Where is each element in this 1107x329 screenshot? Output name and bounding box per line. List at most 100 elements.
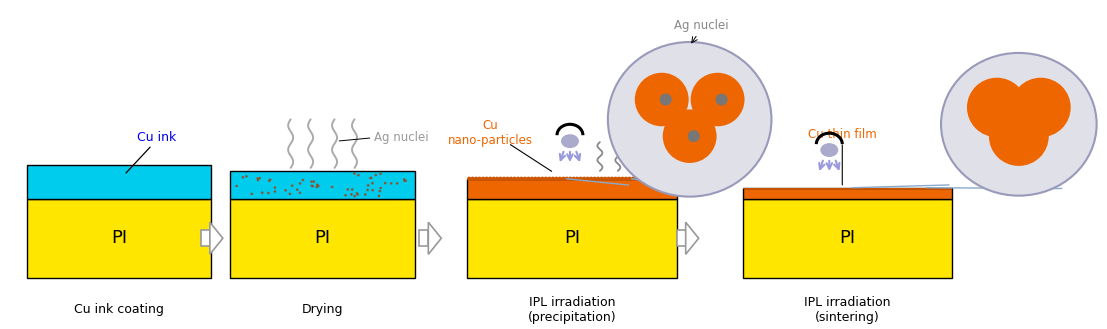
Circle shape bbox=[691, 73, 745, 126]
Text: Ag nuclei: Ag nuclei bbox=[674, 19, 728, 32]
Circle shape bbox=[634, 177, 639, 181]
Circle shape bbox=[596, 177, 600, 181]
Circle shape bbox=[241, 176, 245, 179]
Circle shape bbox=[613, 177, 618, 181]
Text: PI: PI bbox=[839, 229, 856, 247]
Circle shape bbox=[655, 177, 660, 181]
Circle shape bbox=[623, 177, 628, 181]
Circle shape bbox=[540, 177, 545, 181]
Circle shape bbox=[344, 194, 346, 196]
Circle shape bbox=[474, 177, 478, 181]
Circle shape bbox=[353, 172, 355, 175]
Bar bbox=[230, 171, 415, 199]
Circle shape bbox=[669, 177, 673, 181]
Circle shape bbox=[371, 189, 374, 191]
Circle shape bbox=[516, 177, 520, 181]
Text: Cu ink coating: Cu ink coating bbox=[74, 303, 164, 316]
Text: Ag nuclei: Ag nuclei bbox=[374, 131, 430, 144]
Circle shape bbox=[315, 184, 319, 186]
Circle shape bbox=[379, 190, 381, 192]
Circle shape bbox=[258, 177, 261, 179]
Ellipse shape bbox=[561, 134, 579, 148]
Polygon shape bbox=[210, 222, 223, 254]
Circle shape bbox=[353, 195, 355, 197]
Circle shape bbox=[289, 192, 291, 195]
Circle shape bbox=[659, 177, 663, 181]
Circle shape bbox=[565, 177, 569, 181]
Circle shape bbox=[331, 186, 333, 188]
Circle shape bbox=[358, 174, 360, 176]
Circle shape bbox=[485, 177, 489, 181]
Text: PI: PI bbox=[563, 229, 580, 247]
Circle shape bbox=[390, 182, 393, 185]
Circle shape bbox=[519, 177, 524, 181]
Circle shape bbox=[312, 180, 315, 183]
Circle shape bbox=[350, 193, 353, 196]
Circle shape bbox=[501, 177, 506, 181]
Circle shape bbox=[530, 177, 534, 181]
Text: Cu ink: Cu ink bbox=[137, 131, 177, 144]
Circle shape bbox=[296, 189, 299, 191]
Circle shape bbox=[586, 177, 590, 181]
Circle shape bbox=[603, 177, 608, 181]
Circle shape bbox=[579, 177, 583, 181]
Circle shape bbox=[301, 179, 304, 181]
Text: Drying: Drying bbox=[302, 303, 343, 316]
Circle shape bbox=[488, 177, 493, 181]
Circle shape bbox=[404, 179, 407, 182]
Circle shape bbox=[351, 188, 353, 191]
Bar bbox=[743, 188, 952, 189]
Bar bbox=[200, 230, 210, 246]
Polygon shape bbox=[685, 222, 699, 254]
Circle shape bbox=[250, 192, 254, 195]
Bar bbox=[743, 188, 952, 199]
Circle shape bbox=[558, 177, 562, 181]
Circle shape bbox=[273, 190, 277, 193]
Circle shape bbox=[617, 177, 621, 181]
Circle shape bbox=[652, 177, 656, 181]
Circle shape bbox=[284, 189, 287, 191]
Circle shape bbox=[371, 182, 374, 185]
Circle shape bbox=[989, 107, 1048, 166]
Circle shape bbox=[299, 182, 301, 185]
Circle shape bbox=[366, 189, 369, 191]
Circle shape bbox=[403, 180, 406, 182]
Circle shape bbox=[715, 93, 727, 106]
Circle shape bbox=[245, 175, 248, 178]
Circle shape bbox=[268, 180, 270, 182]
Ellipse shape bbox=[941, 53, 1097, 196]
Circle shape bbox=[492, 177, 496, 181]
Circle shape bbox=[311, 185, 314, 188]
Circle shape bbox=[291, 184, 293, 187]
Circle shape bbox=[641, 177, 645, 181]
Bar bbox=[27, 165, 211, 199]
Circle shape bbox=[257, 179, 259, 181]
Circle shape bbox=[599, 177, 603, 181]
Circle shape bbox=[356, 193, 359, 196]
Circle shape bbox=[369, 177, 372, 179]
Circle shape bbox=[547, 177, 551, 181]
Circle shape bbox=[257, 177, 259, 180]
Circle shape bbox=[355, 192, 359, 195]
Circle shape bbox=[620, 177, 624, 181]
Circle shape bbox=[589, 177, 593, 181]
Circle shape bbox=[364, 193, 366, 196]
Circle shape bbox=[380, 172, 382, 175]
Ellipse shape bbox=[820, 143, 838, 157]
Circle shape bbox=[513, 177, 517, 181]
Circle shape bbox=[663, 110, 716, 163]
Circle shape bbox=[634, 73, 689, 126]
Circle shape bbox=[377, 195, 380, 197]
Circle shape bbox=[374, 174, 377, 176]
Circle shape bbox=[310, 180, 313, 183]
Circle shape bbox=[346, 188, 349, 191]
Text: IPL irradiation
(precipitation): IPL irradiation (precipitation) bbox=[528, 296, 617, 324]
Ellipse shape bbox=[608, 42, 772, 197]
Circle shape bbox=[537, 177, 541, 181]
Polygon shape bbox=[428, 222, 442, 254]
Circle shape bbox=[384, 182, 386, 184]
Circle shape bbox=[236, 185, 238, 187]
Circle shape bbox=[467, 177, 472, 181]
Text: PI: PI bbox=[314, 229, 331, 247]
Circle shape bbox=[610, 177, 614, 181]
